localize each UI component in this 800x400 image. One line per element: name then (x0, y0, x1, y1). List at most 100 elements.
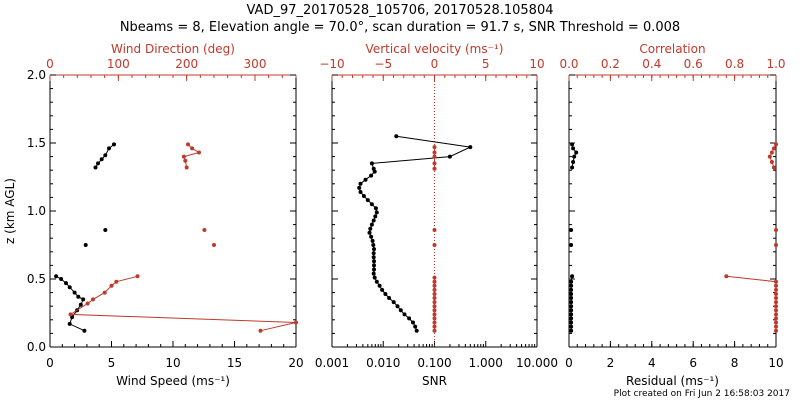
series-primary-point (569, 283, 574, 288)
series-primary-point (96, 161, 100, 166)
x-top-tick-label: 200 (175, 57, 198, 71)
series-secondary-point (197, 150, 201, 155)
series-secondary-point (432, 316, 437, 321)
series-primary-point (371, 166, 376, 171)
series-primary-point (358, 181, 363, 186)
x-bottom-tick-label: 20 (288, 356, 303, 370)
x-top-tick-label: 0.4 (642, 57, 661, 71)
series-secondary-point (432, 304, 437, 309)
series-secondary-point (774, 316, 778, 321)
series-secondary-point (102, 290, 107, 295)
series-secondary-point (774, 320, 778, 325)
series-primary-point (371, 243, 376, 247)
series-primary-point (411, 320, 415, 325)
series-primary-point (570, 142, 575, 147)
series-secondary-point (186, 142, 190, 147)
plot-footer: Plot created on Fri Jun 2 16:58:03 2017 (614, 389, 790, 399)
y-tick-label: 2.0 (27, 68, 46, 82)
series-primary-point (361, 194, 366, 198)
series-secondary-point (432, 150, 437, 155)
series-secondary-point (774, 300, 778, 305)
series-primary-point (82, 328, 87, 333)
series-primary-point (93, 165, 98, 170)
series-secondary-point (432, 296, 437, 300)
series-primary-point (569, 228, 574, 232)
y-tick-label: 0.0 (27, 340, 46, 354)
series-primary-point (371, 255, 376, 260)
series-primary-point (394, 134, 399, 139)
x-top-tick-label: 0 (46, 57, 54, 71)
series-primary-point (64, 281, 68, 286)
series-secondary-point (774, 296, 778, 300)
series-secondary-point (432, 287, 437, 292)
x-bottom-tick-label: 2 (607, 356, 615, 370)
series-primary-point (357, 185, 362, 190)
series-primary-point (569, 328, 574, 333)
series-primary-point (371, 251, 376, 256)
series-secondary-point (724, 274, 729, 279)
series-primary-point (377, 283, 382, 288)
series-secondary-point (114, 279, 119, 284)
x-bottom-tick-label: 1.000 (469, 356, 503, 370)
series-primary-point (402, 312, 407, 317)
series-secondary-point (135, 274, 140, 279)
series-secondary-point (774, 304, 778, 309)
series-primary-point (383, 292, 388, 296)
x-top-tick-label: 300 (244, 57, 267, 71)
series-secondary-point (432, 154, 437, 159)
series-primary-point (112, 142, 116, 147)
x-top-axis-label: Vertical velocity (ms⁻¹) (366, 42, 504, 56)
series-primary-point (571, 160, 576, 164)
series-secondary-point (212, 243, 216, 247)
series-primary-point (72, 290, 77, 295)
series-primary-point (569, 287, 574, 292)
series-primary-point (363, 177, 368, 182)
series-primary-point (59, 277, 64, 281)
x-top-tick-label: 0 (431, 57, 439, 71)
x-bottom-tick-label: 0.010 (366, 356, 400, 370)
series-primary-point (372, 275, 377, 280)
series-secondary-point (432, 328, 437, 333)
series-secondary-point (769, 160, 774, 164)
x-bottom-tick-label: 4 (648, 356, 656, 370)
series-primary-line (358, 135, 473, 331)
series-secondary-point (432, 308, 437, 313)
x-bottom-tick-label: 0.100 (417, 356, 451, 370)
series-primary-point (570, 274, 575, 279)
series-secondary-point (774, 308, 778, 313)
x-bottom-axis-label: Wind Speed (ms⁻¹) (116, 374, 230, 388)
series-secondary-point (258, 328, 263, 333)
series-secondary-point (432, 312, 437, 317)
series-secondary-line (726, 275, 777, 331)
series-secondary-point (432, 243, 437, 247)
x-bottom-tick-label: 0.001 (315, 356, 349, 370)
y-tick-label: 1.5 (27, 136, 46, 150)
series-primary-point (571, 146, 576, 151)
figure-title: VAD_97_20170528_105706, 20170528.105804 (247, 3, 554, 18)
series-primary-point (572, 154, 577, 159)
series-secondary-point (769, 150, 774, 155)
x-bottom-axis-label: Residual (ms⁻¹) (626, 374, 719, 388)
series-primary-point (569, 320, 574, 325)
x-bottom-axis-label: SNR (422, 374, 447, 388)
series-primary-point (395, 304, 400, 309)
series-secondary-point (774, 312, 778, 317)
series-primary-point (407, 316, 412, 321)
x-top-tick-label: 1.0 (766, 57, 785, 71)
series-primary-point (81, 297, 86, 302)
series-secondary-point (767, 154, 772, 159)
x-bottom-tick-label: 10 (768, 356, 783, 370)
x-top-tick-label: 0.0 (559, 57, 578, 71)
series-secondary-point (774, 287, 778, 292)
series-secondary-point (774, 279, 778, 284)
series-primary-point (78, 302, 83, 307)
series-primary-point (569, 279, 574, 284)
series-secondary-point (181, 154, 186, 159)
series-primary-point (369, 173, 374, 178)
series-secondary-point (68, 312, 73, 317)
series-primary-point (370, 238, 375, 243)
series-secondary-point (432, 320, 437, 325)
series-primary-point (54, 274, 59, 279)
series-primary-point (468, 145, 473, 150)
y-axis-label: z (km AGL) (3, 178, 17, 244)
